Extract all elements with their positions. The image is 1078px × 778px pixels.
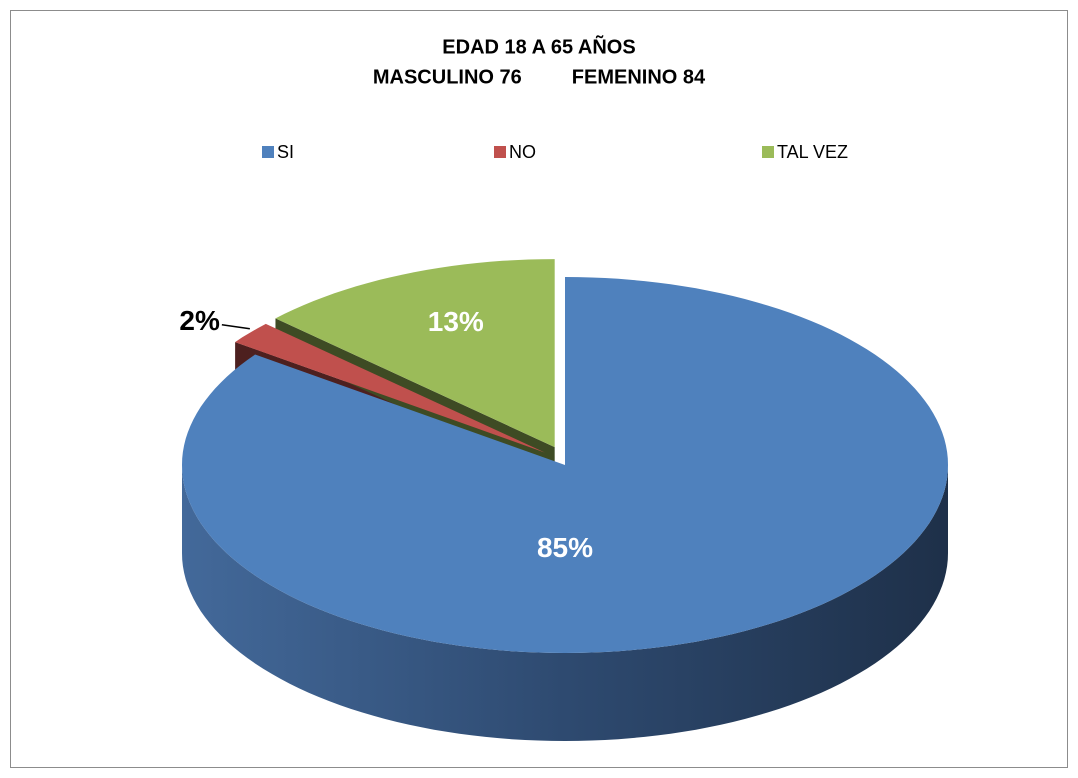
data-label: 13% — [428, 306, 484, 337]
chart-title: EDAD 18 A 65 AÑOS — [442, 35, 635, 58]
legend-label: NO — [509, 142, 536, 162]
data-label: 2% — [179, 305, 220, 336]
slice-side — [182, 465, 948, 741]
legend-swatch — [494, 146, 506, 158]
slice — [275, 259, 555, 448]
slice — [235, 323, 545, 453]
slice — [182, 277, 948, 653]
data-label: 85% — [537, 532, 593, 563]
legend-label: TAL VEZ — [777, 142, 848, 162]
legend-swatch — [262, 146, 274, 158]
chart-subtitle: MASCULINO 76 FEMENINO 84 — [373, 66, 706, 88]
legend-label: SI — [277, 142, 294, 162]
leader-line — [221, 323, 250, 330]
legend-swatch — [762, 146, 774, 158]
